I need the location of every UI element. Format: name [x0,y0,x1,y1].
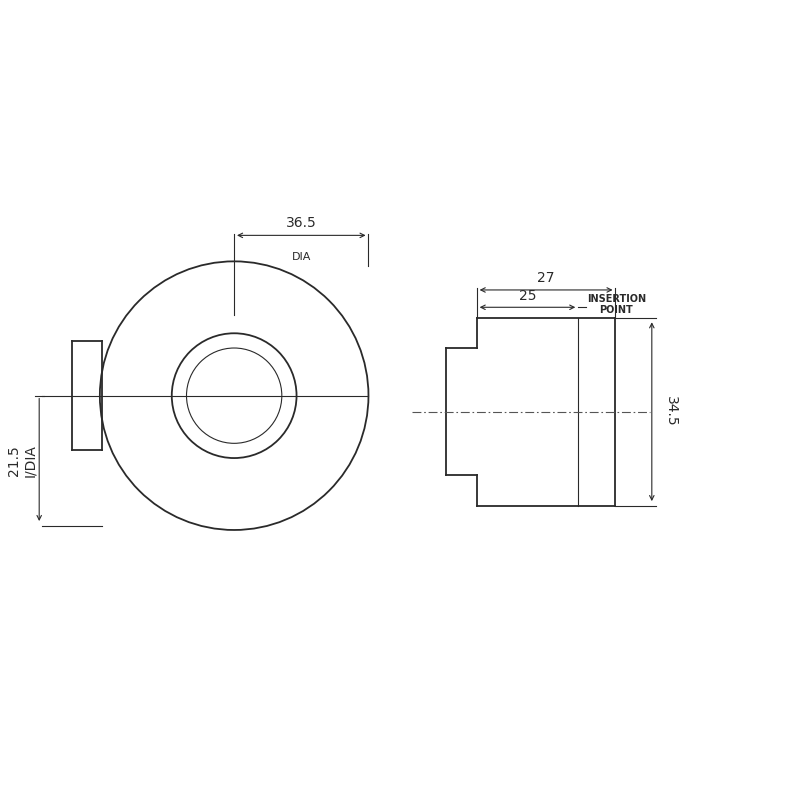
Text: 21.5
I/DIA: 21.5 I/DIA [6,444,37,477]
Text: 27: 27 [538,270,555,285]
Text: INSERTION
POINT: INSERTION POINT [587,294,646,315]
Text: 36.5: 36.5 [286,216,317,230]
Text: 34.5: 34.5 [664,396,678,427]
Text: 25: 25 [518,289,536,303]
Text: DIA: DIA [292,252,311,262]
